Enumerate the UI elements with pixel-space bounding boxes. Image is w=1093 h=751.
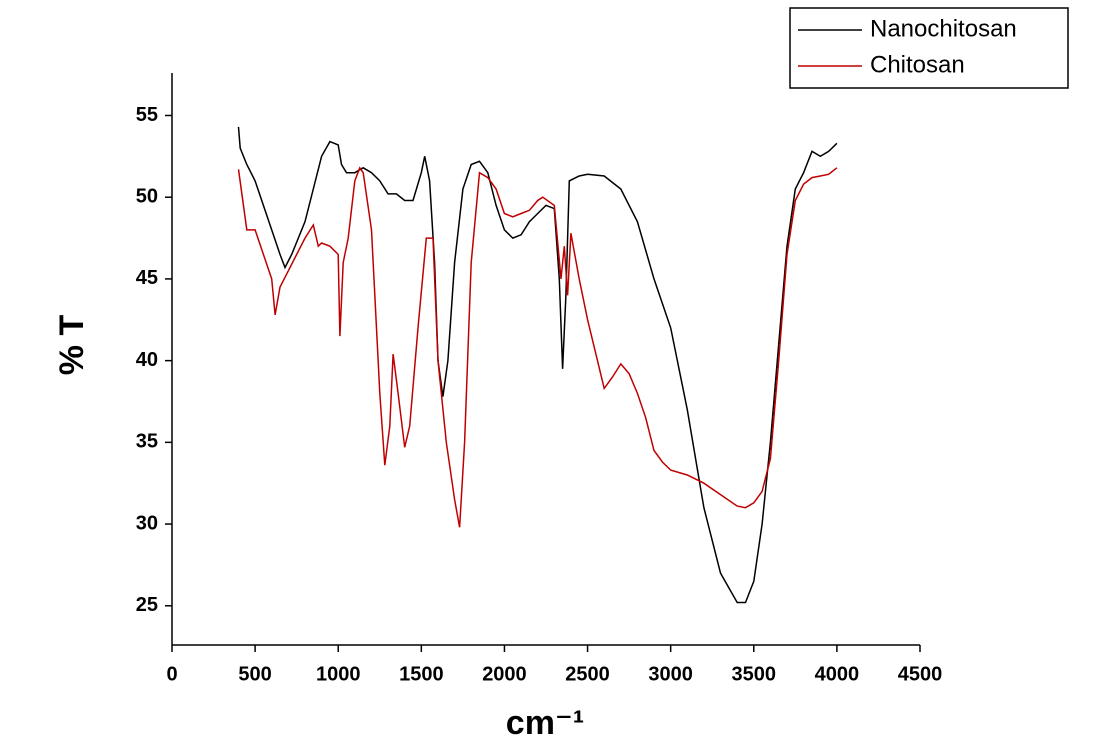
y-tick-label: 55 [136, 104, 158, 126]
x-tick-label: 4500 [898, 663, 943, 685]
y-tick-label: 30 [136, 512, 158, 534]
x-axis-label: cm⁻¹ [506, 704, 584, 742]
x-tick-label: 3500 [732, 663, 777, 685]
x-tick-label: 1500 [399, 663, 444, 685]
x-tick-label: 4000 [815, 663, 860, 685]
y-tick-label: 40 [136, 349, 158, 371]
x-tick-label: 500 [238, 663, 271, 685]
x-tick-label: 0 [166, 663, 177, 685]
x-tick-label: 2500 [565, 663, 610, 685]
legend-label: Nanochitosan [870, 15, 1017, 42]
y-tick-label: 25 [136, 594, 158, 616]
x-tick-label: 2000 [482, 663, 527, 685]
y-axis-label: % T [53, 315, 91, 376]
y-tick-label: 45 [136, 267, 158, 289]
x-tick-label: 1000 [316, 663, 361, 685]
x-tick-label: 3000 [648, 663, 693, 685]
series-line [237, 126, 838, 604]
series-line [237, 166, 838, 528]
legend-box [789, 7, 1069, 89]
y-tick-label: 35 [136, 431, 158, 453]
legend-label: Chitosan [870, 51, 965, 78]
y-tick-label: 50 [136, 185, 158, 207]
